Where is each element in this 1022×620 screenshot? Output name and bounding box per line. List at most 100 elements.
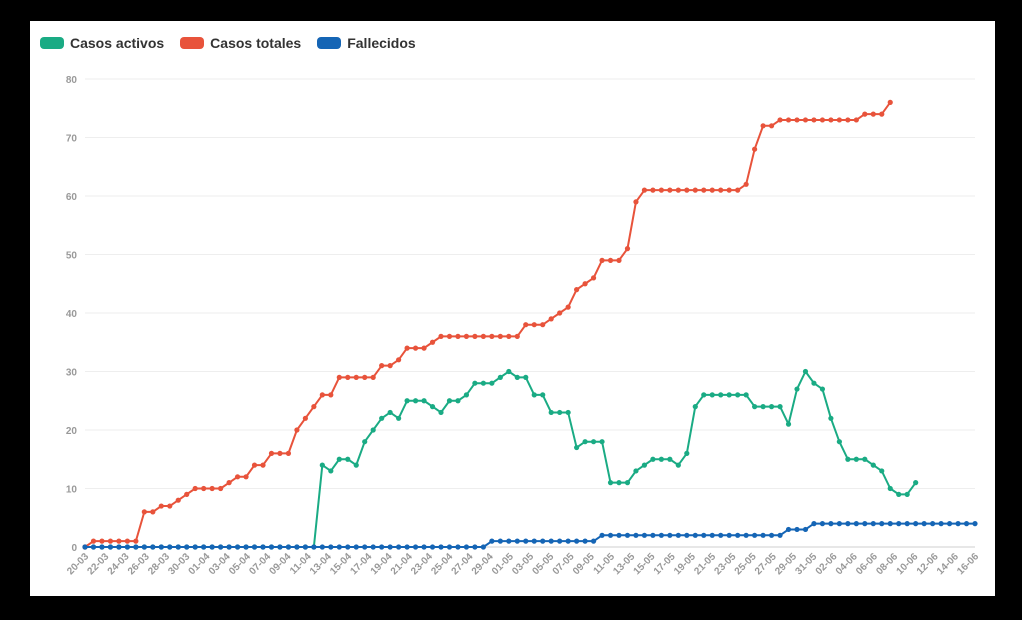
data-point-casos-activos (455, 398, 461, 404)
data-point-fallecidos (819, 521, 826, 527)
data-point-casos-activos (887, 485, 893, 492)
data-point-casos-totales (752, 146, 758, 152)
data-point-fallecidos (590, 538, 597, 544)
data-point-fallecidos (582, 538, 588, 544)
data-point-fallecidos (192, 544, 198, 550)
data-point-casos-totales (429, 339, 436, 345)
data-point-fallecidos (785, 526, 792, 533)
data-point-casos-totales (743, 181, 749, 187)
data-point-casos-totales (794, 117, 800, 123)
data-point-casos-totales (540, 322, 546, 328)
data-point-fallecidos (294, 544, 300, 550)
data-point-casos-activos (768, 404, 775, 410)
data-point-casos-totales (616, 257, 622, 263)
data-point-casos-totales (692, 187, 698, 193)
data-point-casos-totales (777, 117, 783, 123)
data-point-fallecidos (557, 538, 563, 544)
data-point-casos-activos (379, 415, 385, 421)
data-point-casos-activos (675, 462, 681, 468)
data-point-fallecidos (268, 544, 275, 550)
data-point-casos-totales (167, 503, 173, 509)
data-point-fallecidos (828, 521, 834, 527)
data-point-casos-totales (421, 345, 427, 351)
data-point-casos-totales (370, 374, 376, 380)
legend-item-casos-totales[interactable]: Casos totales (180, 35, 301, 51)
data-point-casos-activos (904, 491, 910, 497)
x-tick-label: 01-04 (187, 551, 213, 577)
data-point-fallecidos (107, 544, 114, 550)
data-point-casos-totales (565, 304, 571, 310)
data-point-casos-activos (565, 409, 571, 416)
data-point-fallecidos (277, 544, 283, 550)
data-point-casos-activos (574, 444, 580, 451)
data-point-casos-totales (243, 474, 249, 480)
data-point-fallecidos (446, 544, 453, 550)
data-point-casos-totales (726, 187, 732, 193)
data-point-casos-activos (387, 409, 393, 416)
data-point-casos-activos (472, 380, 478, 386)
x-tick-label: 14-06 (935, 551, 961, 577)
data-point-casos-activos (353, 462, 359, 468)
data-point-fallecidos (124, 544, 130, 550)
data-point-fallecidos (133, 544, 139, 550)
data-point-casos-activos (616, 480, 622, 486)
data-point-fallecidos (574, 538, 580, 544)
data-point-casos-totales (828, 117, 834, 123)
data-point-casos-activos (506, 368, 512, 375)
data-point-fallecidos (726, 532, 732, 538)
data-point-casos-totales (353, 374, 359, 380)
data-point-fallecidos (514, 538, 520, 544)
data-point-fallecidos (167, 544, 173, 550)
data-point-fallecidos (862, 521, 868, 527)
data-point-casos-totales (718, 187, 724, 193)
data-point-fallecidos (311, 544, 317, 550)
data-point-fallecidos (209, 544, 215, 550)
x-tick-label: 21-04 (389, 551, 415, 577)
x-tick-label: 07-05 (551, 551, 577, 577)
y-tick-label: 0 (71, 543, 77, 554)
data-point-casos-totales (396, 357, 402, 363)
data-point-fallecidos (955, 521, 961, 527)
data-point-fallecidos (845, 521, 851, 527)
data-point-casos-totales (641, 187, 648, 193)
data-point-casos-activos (828, 415, 834, 421)
series-line-fallecidos (85, 522, 975, 548)
legend-item-casos-activos[interactable]: Casos activos (40, 35, 164, 51)
data-point-casos-totales (574, 287, 580, 293)
data-point-casos-totales (133, 538, 139, 544)
data-point-fallecidos (497, 538, 503, 544)
data-point-casos-totales (438, 333, 444, 339)
data-point-casos-totales (90, 538, 97, 544)
data-point-casos-activos (879, 468, 885, 474)
data-point-casos-totales (150, 509, 156, 515)
data-point-casos-activos (396, 415, 402, 421)
legend-swatch-casos-activos (40, 37, 64, 49)
data-point-casos-totales (582, 281, 588, 287)
data-point-fallecidos (743, 532, 749, 538)
data-point-fallecidos (328, 544, 334, 550)
data-point-fallecidos (90, 544, 97, 550)
data-point-fallecidos (548, 538, 554, 544)
line-chart: 0 10 20 30 40 50 60 70 80 20-0322-0324-0326-0328-… (65, 75, 981, 577)
x-tick-label: 07-04 (247, 551, 273, 577)
x-tick-label: 22-03 (85, 551, 111, 577)
data-point-casos-totales (658, 187, 664, 193)
data-point-fallecidos (243, 544, 249, 550)
data-point-fallecidos (150, 544, 156, 550)
data-point-casos-totales (446, 333, 453, 339)
data-point-fallecidos (158, 544, 164, 550)
data-point-casos-activos (590, 439, 597, 445)
chart-legend: Casos activos Casos totales Fallecidos (40, 35, 416, 51)
data-point-fallecidos (735, 532, 741, 538)
data-point-casos-activos (743, 392, 749, 398)
x-tick-label: 23-05 (713, 551, 739, 577)
data-point-casos-totales (234, 474, 241, 480)
x-tick-label: 29-05 (773, 551, 799, 577)
series-line-casos-totales (84, 101, 892, 548)
data-point-fallecidos (641, 532, 648, 538)
data-point-fallecidos (404, 544, 410, 550)
data-point-fallecidos (675, 532, 681, 538)
data-point-casos-activos (412, 398, 419, 404)
legend-item-fallecidos[interactable]: Fallecidos (317, 35, 416, 51)
data-point-fallecidos (607, 532, 614, 538)
